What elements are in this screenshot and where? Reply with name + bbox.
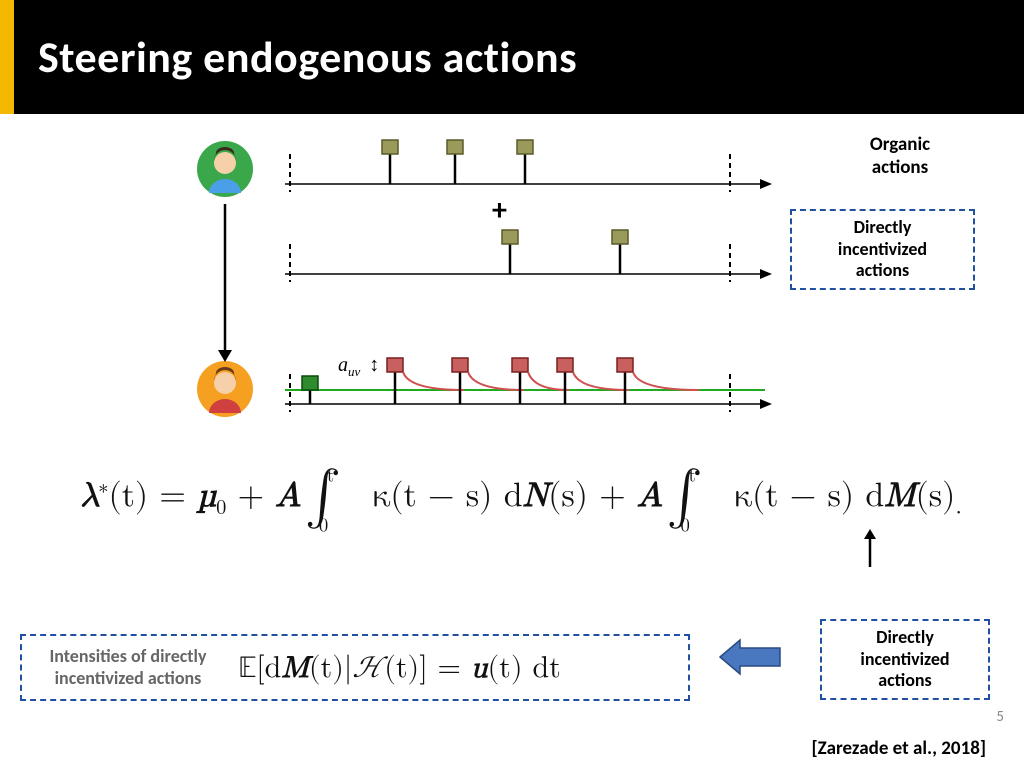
slide-title: Steering endogenous actions: [38, 30, 577, 84]
block-arrow-icon: [710, 632, 790, 682]
incentivized-box-top: Directlyincentivizedactions: [790, 209, 975, 290]
intensities-box: Intensities of directly incentivized act…: [20, 634, 690, 701]
accent-stripe: [0, 0, 14, 114]
page-number: 5: [996, 708, 1004, 726]
up-arrow-icon: [858, 527, 888, 572]
citation: [Zarezade et al., 2018]: [811, 737, 986, 760]
slide-content: Organicactions Directlyincentivizedactio…: [0, 114, 1024, 768]
equation-expectation: 𝔼[dM(t)|ℋ(t)] = u(t) dt: [238, 650, 561, 686]
incentivized-box-bottom: Directlyincentivizedactions: [820, 619, 990, 700]
title-bar: Steering endogenous actions: [0, 0, 1024, 114]
organic-actions-label: Organicactions: [820, 134, 980, 180]
auv-label: auv ↕: [338, 354, 379, 380]
equation-lambda: λ∗(t) = µ0 + A∫t0 κ(t − s) dN(s) + A∫t0 …: [80, 474, 962, 523]
plus-sign: +: [492, 192, 507, 229]
intensities-label: Intensities of directly incentivized act…: [38, 646, 218, 689]
